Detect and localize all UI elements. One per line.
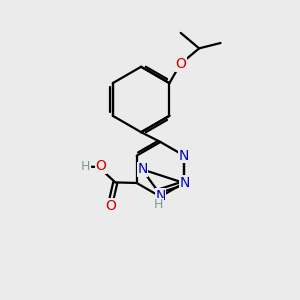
Text: N: N	[137, 162, 148, 176]
Text: H: H	[154, 199, 164, 212]
Text: N: N	[179, 176, 190, 190]
Text: N: N	[155, 189, 166, 203]
Text: H: H	[81, 160, 90, 172]
Text: N: N	[179, 148, 189, 163]
Text: O: O	[105, 199, 116, 213]
Text: O: O	[175, 57, 186, 71]
Text: O: O	[96, 159, 106, 173]
